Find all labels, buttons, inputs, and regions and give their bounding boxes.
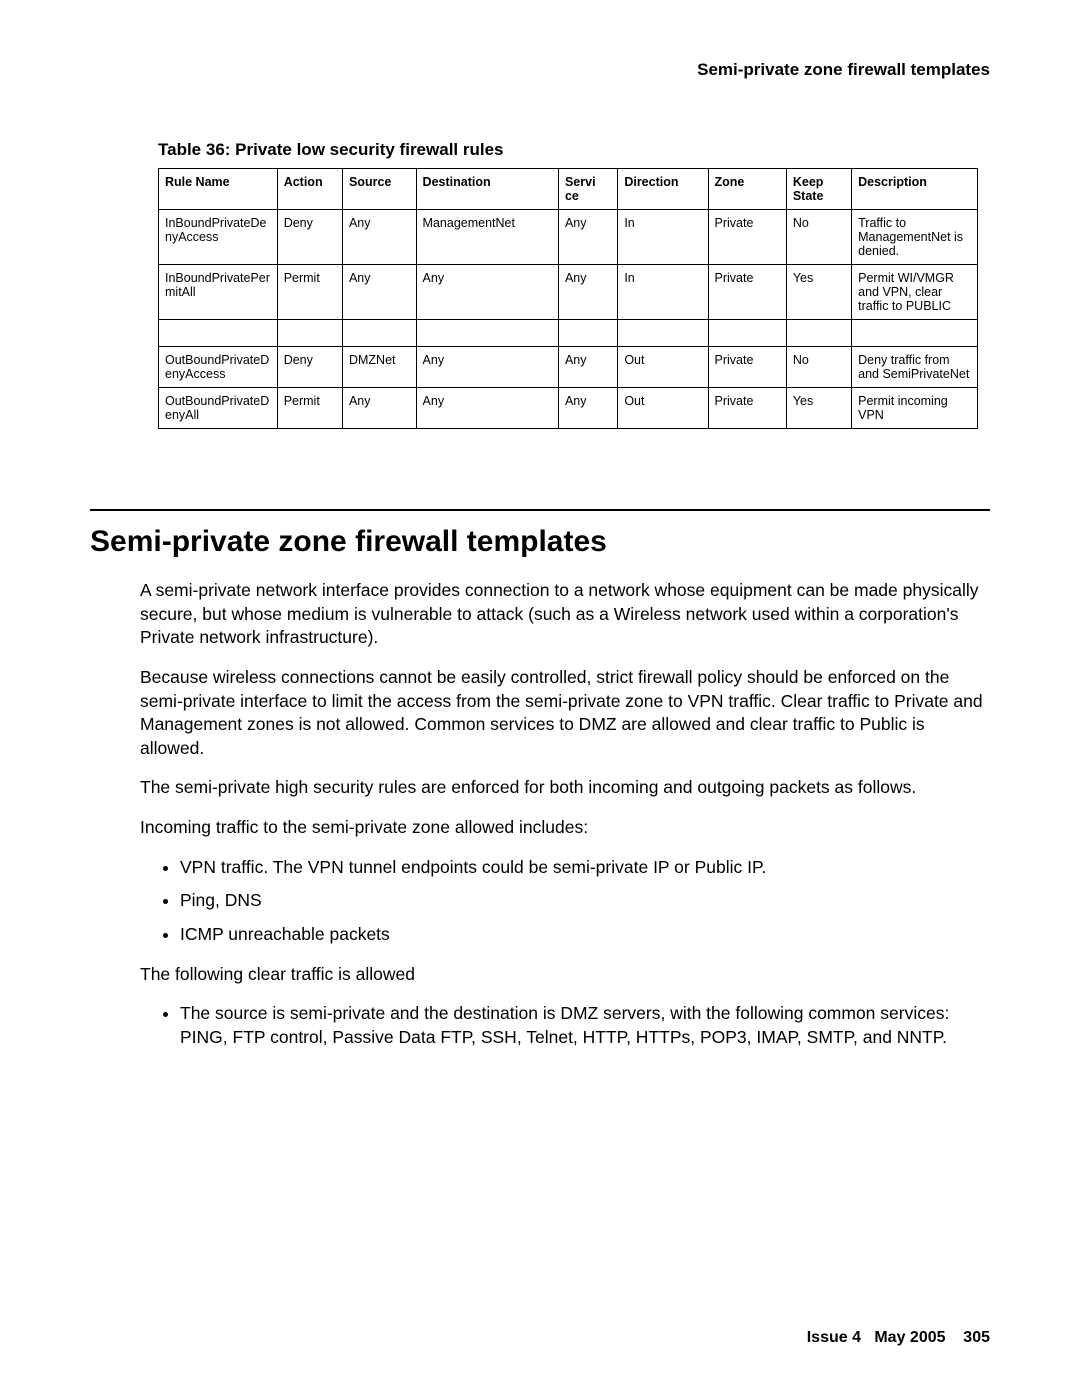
- table-caption: Table 36: Private low security firewall …: [158, 140, 990, 160]
- table-cell: InBoundPrivatePermitAll: [159, 265, 278, 320]
- list-item: Ping, DNS: [180, 889, 990, 913]
- table-cell-empty: [786, 320, 851, 347]
- document-page: Semi-private zone firewall templates Tab…: [0, 0, 1080, 1397]
- table-cell-empty: [618, 320, 708, 347]
- table-cell: Any: [416, 388, 558, 429]
- table-body: InBoundPrivateDenyAccessDenyAnyManagemen…: [159, 210, 978, 429]
- table-cell-empty: [342, 320, 416, 347]
- table-cell: Permit: [277, 265, 342, 320]
- list-item: ICMP unreachable packets: [180, 923, 990, 947]
- table-header-row: Rule NameActionSourceDestinationServiceD…: [159, 169, 978, 210]
- firewall-rules-table: Rule NameActionSourceDestinationServiceD…: [158, 168, 978, 429]
- footer-date: May 2005: [874, 1329, 945, 1346]
- table-header-cell: Source: [342, 169, 416, 210]
- table-cell-empty: [558, 320, 617, 347]
- running-head: Semi-private zone firewall templates: [90, 60, 990, 80]
- table-cell: Any: [558, 265, 617, 320]
- table-cell: DMZNet: [342, 347, 416, 388]
- table-cell: Traffic to ManagementNet is denied.: [852, 210, 978, 265]
- table-cell: OutBoundPrivateDenyAccess: [159, 347, 278, 388]
- table-cell: Yes: [786, 265, 851, 320]
- table-cell-empty: [708, 320, 786, 347]
- table-header-cell: Action: [277, 169, 342, 210]
- table-cell: Private: [708, 210, 786, 265]
- table-cell: ManagementNet: [416, 210, 558, 265]
- table-cell: Permit: [277, 388, 342, 429]
- table-header-cell: Description: [852, 169, 978, 210]
- table-header-cell: Service: [558, 169, 617, 210]
- table-cell: InBoundPrivateDenyAccess: [159, 210, 278, 265]
- table-row: InBoundPrivateDenyAccessDenyAnyManagemen…: [159, 210, 978, 265]
- page-footer: Issue 4 May 2005 305: [807, 1329, 990, 1347]
- table-cell: Permit incoming VPN: [852, 388, 978, 429]
- table-cell: Deny: [277, 210, 342, 265]
- section-title: Semi-private zone firewall templates: [90, 525, 990, 559]
- table-header-cell: Destination: [416, 169, 558, 210]
- section-divider: [90, 509, 990, 511]
- table-header-cell: Rule Name: [159, 169, 278, 210]
- table-row: InBoundPrivatePermitAllPermitAnyAnyAnyIn…: [159, 265, 978, 320]
- table-header-cell: Keep State: [786, 169, 851, 210]
- table-cell: OutBoundPrivateDenyAll: [159, 388, 278, 429]
- list-item: The source is semi-private and the desti…: [180, 1002, 990, 1049]
- table-row: [159, 320, 978, 347]
- table-cell: No: [786, 210, 851, 265]
- table-cell: Any: [416, 347, 558, 388]
- table-cell: Out: [618, 388, 708, 429]
- table-cell: Deny traffic from and SemiPrivateNet: [852, 347, 978, 388]
- table-cell: Any: [342, 210, 416, 265]
- table-cell: Any: [558, 388, 617, 429]
- table-row: OutBoundPrivateDenyAllPermitAnyAnyAnyOut…: [159, 388, 978, 429]
- table-cell: Deny: [277, 347, 342, 388]
- table-cell-empty: [277, 320, 342, 347]
- paragraph: Because wireless connections cannot be e…: [140, 666, 990, 761]
- table-cell: Any: [342, 265, 416, 320]
- table-cell-empty: [416, 320, 558, 347]
- table-cell: Yes: [786, 388, 851, 429]
- table-head: Rule NameActionSourceDestinationServiceD…: [159, 169, 978, 210]
- table-header-cell: Direction: [618, 169, 708, 210]
- paragraph: The semi-private high security rules are…: [140, 776, 990, 800]
- table-cell: Any: [558, 347, 617, 388]
- paragraph: A semi-private network interface provide…: [140, 579, 990, 650]
- table-cell: In: [618, 210, 708, 265]
- table-cell: In: [618, 265, 708, 320]
- table-cell: No: [786, 347, 851, 388]
- paragraph: Incoming traffic to the semi-private zon…: [140, 816, 990, 840]
- table-cell: Out: [618, 347, 708, 388]
- table-cell: Private: [708, 265, 786, 320]
- table-header-cell: Zone: [708, 169, 786, 210]
- footer-page: 305: [963, 1329, 990, 1346]
- paragraph: The following clear traffic is allowed: [140, 963, 990, 987]
- list-item: VPN traffic. The VPN tunnel endpoints co…: [180, 856, 990, 880]
- table-cell: Permit WI/VMGR and VPN, clear traffic to…: [852, 265, 978, 320]
- table-cell: Private: [708, 388, 786, 429]
- body-text: A semi-private network interface provide…: [140, 579, 990, 1049]
- table-cell-empty: [852, 320, 978, 347]
- table-cell: Any: [558, 210, 617, 265]
- table-cell-empty: [159, 320, 278, 347]
- table-cell: Any: [416, 265, 558, 320]
- footer-issue: Issue 4: [807, 1329, 861, 1346]
- bullet-list: The source is semi-private and the desti…: [140, 1002, 990, 1049]
- table-row: OutBoundPrivateDenyAccessDenyDMZNetAnyAn…: [159, 347, 978, 388]
- table-cell: Private: [708, 347, 786, 388]
- bullet-list: VPN traffic. The VPN tunnel endpoints co…: [140, 856, 990, 947]
- table-cell: Any: [342, 388, 416, 429]
